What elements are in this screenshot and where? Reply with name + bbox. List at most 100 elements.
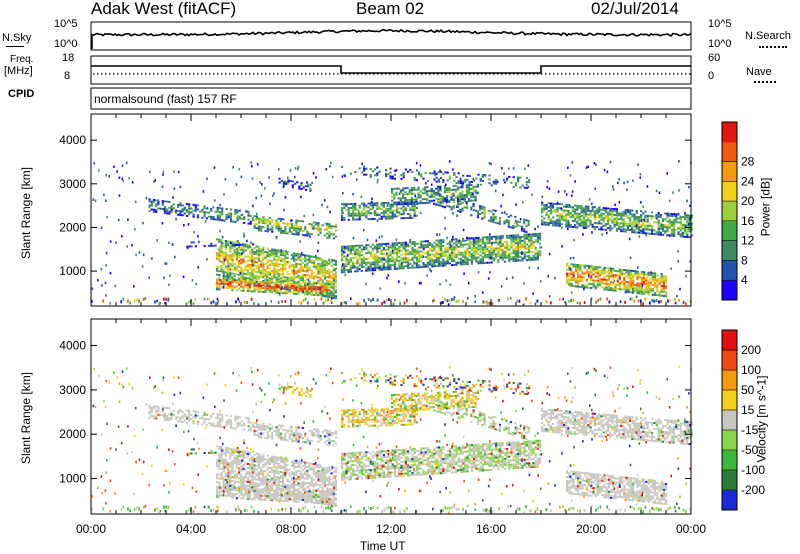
power-cell xyxy=(257,221,261,224)
power-cell xyxy=(567,209,570,212)
velocity-cell xyxy=(190,418,193,420)
power-cell xyxy=(220,282,223,285)
power-cell xyxy=(565,205,568,208)
power-cell xyxy=(475,256,478,259)
power-cell xyxy=(166,208,169,211)
power-cell xyxy=(117,218,120,222)
power-cell xyxy=(523,239,526,242)
power-cell xyxy=(582,225,585,227)
power-cell xyxy=(398,249,401,252)
power-cell xyxy=(266,230,269,233)
power-cell xyxy=(363,248,366,251)
power-cell xyxy=(190,207,193,210)
power-cell xyxy=(369,218,372,221)
velocity-cell xyxy=(199,417,202,420)
power-cell xyxy=(328,233,331,235)
power-cell xyxy=(468,190,471,192)
power-cell xyxy=(441,201,444,204)
power-cell xyxy=(514,259,517,262)
power-cell xyxy=(382,252,385,255)
power-cell xyxy=(534,256,537,259)
power-cell xyxy=(299,271,302,274)
power-cell xyxy=(647,273,650,276)
power-cell xyxy=(398,242,401,244)
power-cell xyxy=(673,219,676,222)
power-cell xyxy=(227,267,230,270)
power-cell xyxy=(374,269,377,272)
power-cell xyxy=(453,250,456,253)
power-cell xyxy=(464,249,467,252)
velocity-cell xyxy=(148,406,151,409)
power-cell xyxy=(310,227,313,230)
power-cell xyxy=(618,226,621,229)
velocity-cell xyxy=(185,415,189,418)
power-cell xyxy=(203,297,206,301)
power-cell xyxy=(218,238,221,241)
power-cell xyxy=(393,246,396,249)
power-cell xyxy=(290,271,293,274)
power-cell xyxy=(319,278,322,281)
power-cell xyxy=(574,263,577,266)
power-cell xyxy=(235,265,238,268)
power-cell xyxy=(277,221,280,224)
power-cell xyxy=(656,290,659,293)
power-cell xyxy=(676,294,678,298)
power-cell xyxy=(334,225,338,228)
power-cell xyxy=(616,274,619,277)
power-cell xyxy=(618,284,621,287)
power-cell xyxy=(233,253,236,256)
power-cell xyxy=(585,207,588,210)
power-cell xyxy=(627,275,630,278)
power-cell xyxy=(188,205,191,208)
power-cell xyxy=(406,199,409,201)
power-cell xyxy=(302,186,305,189)
power-cell xyxy=(301,254,304,256)
power-cell xyxy=(511,276,514,279)
power-cell xyxy=(614,285,617,288)
power-cell xyxy=(394,298,396,302)
power-cell xyxy=(157,207,160,210)
power-cell xyxy=(222,269,225,271)
power-cell xyxy=(520,229,524,232)
power-cell xyxy=(580,222,583,225)
velocity-cell xyxy=(170,417,173,420)
power-cell xyxy=(668,199,671,203)
velocity-cell xyxy=(234,419,237,422)
power-cell xyxy=(585,223,588,226)
power-cell xyxy=(525,243,528,246)
power-cell xyxy=(476,183,479,186)
power-cell xyxy=(414,194,416,198)
velocity-cell xyxy=(212,412,215,415)
power-cell xyxy=(475,177,478,180)
power-cell xyxy=(519,238,522,240)
power-cell xyxy=(304,254,307,257)
power-cell xyxy=(282,230,285,232)
power-cell xyxy=(659,216,662,218)
power-cell xyxy=(482,291,484,294)
power-cell xyxy=(435,243,438,246)
power-cell xyxy=(451,258,454,261)
power-cell xyxy=(654,286,657,289)
power-cell xyxy=(262,218,265,221)
power-cell xyxy=(227,287,230,289)
power-cell xyxy=(277,273,280,276)
power-cell xyxy=(177,170,180,174)
power-cell xyxy=(429,172,432,175)
power-cell xyxy=(426,265,429,268)
power-cell xyxy=(376,265,379,268)
power-cell xyxy=(512,256,515,259)
power-cell xyxy=(646,226,649,229)
power-cell xyxy=(599,280,602,283)
power-cell xyxy=(565,221,568,224)
velocity-cell xyxy=(185,417,189,420)
power-cell xyxy=(440,249,443,252)
power-cell xyxy=(247,210,250,213)
power-cell xyxy=(437,247,440,250)
power-cell xyxy=(243,216,246,219)
power-cell xyxy=(328,286,331,289)
power-cell xyxy=(468,255,471,258)
power-cell xyxy=(238,215,241,218)
power-cell xyxy=(323,265,326,268)
power-cell xyxy=(251,282,254,285)
power-cell xyxy=(257,283,260,286)
